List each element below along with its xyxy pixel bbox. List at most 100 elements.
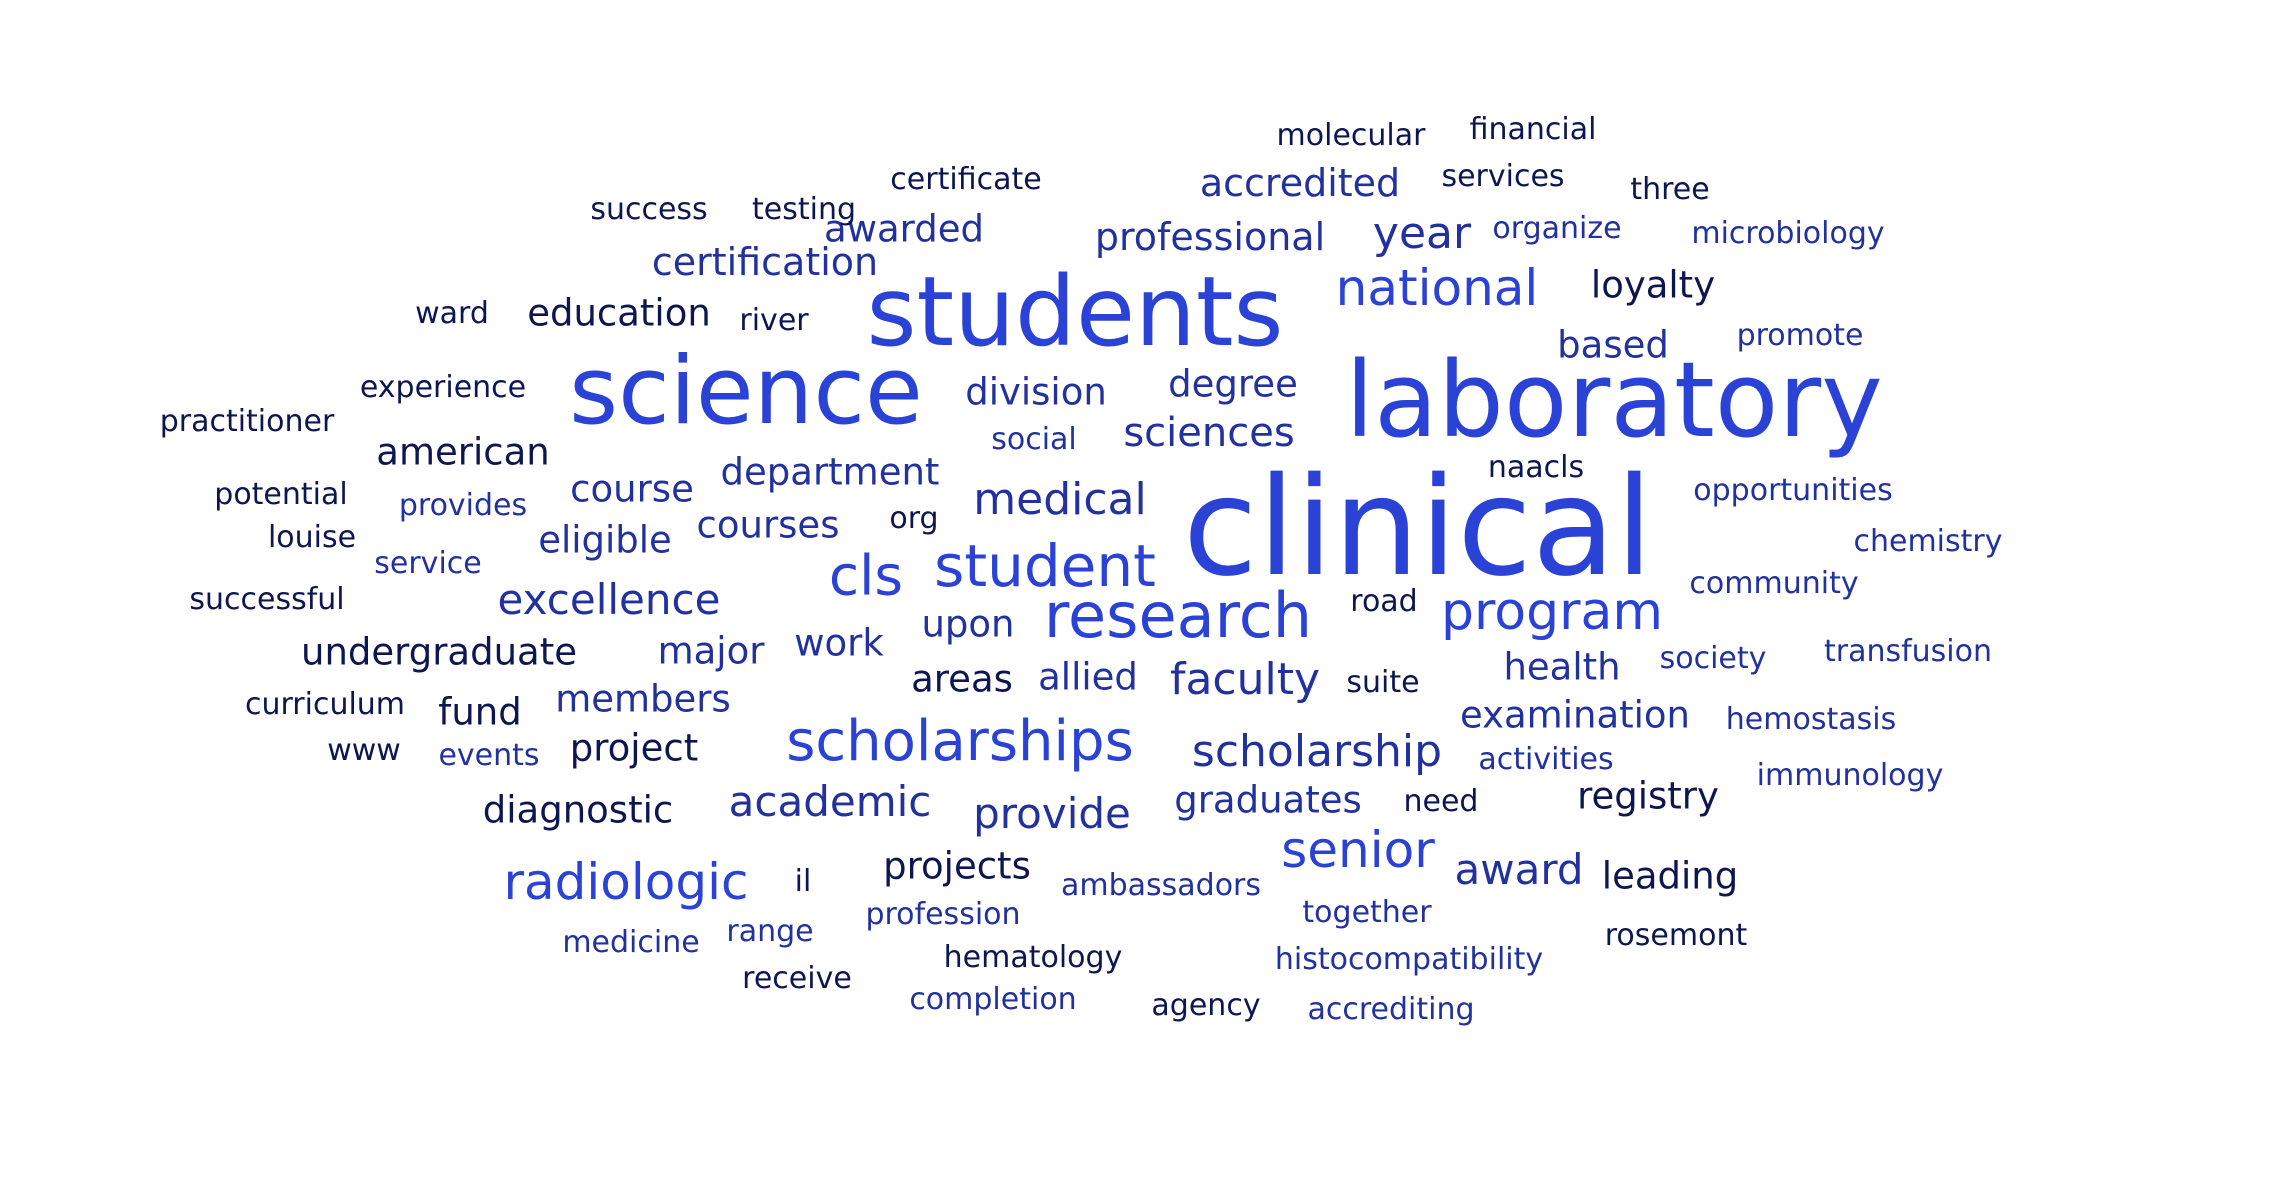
word-curriculum: curriculum	[244, 687, 406, 722]
word-events: events	[438, 738, 540, 773]
word-ward: ward	[415, 296, 489, 331]
word-science: science	[569, 337, 923, 446]
word-certificate: certificate	[890, 162, 1042, 197]
word-allied: allied	[1038, 655, 1138, 699]
word-range: range	[726, 914, 814, 949]
word-course: course	[570, 467, 694, 511]
word-histocompatibility: histocompatibility	[1274, 942, 1544, 977]
word-american: american	[376, 430, 550, 474]
word-hematology: hematology	[943, 940, 1123, 975]
word-radiologic: radiologic	[503, 853, 749, 911]
word-successful: successful	[189, 582, 345, 617]
word-community: community	[1689, 566, 1859, 601]
word-health: health	[1503, 645, 1621, 689]
word-education: education	[527, 291, 711, 335]
word-upon: upon	[921, 602, 1015, 646]
word-laboratory: laboratory	[1345, 339, 1883, 461]
word-student: student	[934, 532, 1156, 600]
word-senior: senior	[1281, 821, 1435, 879]
word-river: river	[739, 303, 809, 338]
word-professional: professional	[1094, 215, 1326, 259]
word-louise: louise	[267, 520, 357, 555]
word-faculty: faculty	[1169, 654, 1321, 705]
word-areas: areas	[911, 657, 1013, 701]
word-academic: academic	[728, 777, 932, 826]
word-agency: agency	[1151, 988, 1261, 1023]
word-org: org	[889, 501, 939, 536]
word-eligible: eligible	[538, 518, 672, 562]
word-provide: provide	[973, 789, 1131, 838]
word-social: social	[991, 422, 1077, 457]
word-cls: cls	[828, 543, 904, 608]
word-provides: provides	[398, 488, 528, 523]
word-accredited: accredited	[1199, 161, 1401, 205]
word-ambassadors: ambassadors	[1060, 868, 1262, 903]
word-award: award	[1454, 845, 1584, 894]
word-microbiology: microbiology	[1691, 216, 1885, 251]
word-success: success	[590, 192, 708, 227]
word-department: department	[720, 450, 940, 494]
word-service: service	[374, 546, 482, 581]
word-hemostasis: hemostasis	[1725, 702, 1897, 737]
word-www: www	[327, 733, 401, 768]
word-financial: financial	[1469, 112, 1597, 147]
word-together: together	[1302, 895, 1432, 930]
word-national: national	[1335, 259, 1539, 317]
word-based: based	[1557, 323, 1669, 367]
word-organize: organize	[1492, 211, 1622, 246]
word-suite: suite	[1346, 665, 1420, 700]
word-scholarship: scholarship	[1191, 726, 1443, 777]
word-certification: certification	[651, 240, 879, 284]
word-accrediting: accrediting	[1307, 992, 1475, 1027]
word-society: society	[1659, 641, 1767, 676]
word-graduates: graduates	[1174, 778, 1362, 822]
word-research: research	[1043, 579, 1313, 652]
word-immunology: immunology	[1756, 758, 1944, 793]
word-il: il	[794, 864, 812, 899]
word-naacls: naacls	[1487, 450, 1585, 485]
word-molecular: molecular	[1276, 118, 1426, 153]
word-scholarships: scholarships	[786, 709, 1134, 774]
word-examination: examination	[1459, 693, 1691, 737]
word-undergraduate: undergraduate	[301, 630, 577, 674]
word-degree: degree	[1168, 362, 1298, 406]
word-completion: completion	[909, 982, 1077, 1017]
word-potential: potential	[214, 477, 348, 512]
word-practitioner: practitioner	[159, 404, 335, 439]
word-three: three	[1630, 172, 1710, 207]
word-promote: promote	[1736, 318, 1864, 353]
word-students: students	[866, 256, 1284, 368]
word-work: work	[794, 621, 884, 665]
word-services: services	[1441, 159, 1565, 194]
word-courses: courses	[696, 503, 840, 547]
word-clinical: clinical	[1182, 449, 1654, 607]
word-testing: testing	[751, 192, 857, 227]
word-transfusion: transfusion	[1823, 634, 1993, 669]
word-diagnostic: diagnostic	[482, 788, 674, 832]
word-activities: activities	[1478, 742, 1614, 777]
word-sciences: sciences	[1123, 410, 1295, 456]
word-members: members	[555, 677, 731, 721]
word-program: program	[1441, 582, 1663, 642]
word-leading: leading	[1601, 854, 1739, 898]
word-projects: projects	[883, 844, 1031, 888]
word-experience: experience	[359, 370, 527, 405]
word-registry: registry	[1577, 774, 1719, 818]
word-chemistry: chemistry	[1853, 524, 2003, 559]
word-need: need	[1403, 784, 1479, 819]
word-project: project	[569, 726, 699, 770]
word-loyalty: loyalty	[1590, 263, 1716, 307]
word-year: year	[1372, 208, 1472, 259]
word-medicine: medicine	[562, 925, 700, 960]
word-major: major	[657, 629, 765, 673]
word-profession: profession	[865, 897, 1021, 932]
word-medical: medical	[973, 474, 1147, 525]
word-awarded: awarded	[824, 207, 984, 251]
word-receive: receive	[742, 961, 852, 996]
word-excellence: excellence	[497, 575, 721, 624]
word-rosemont: rosemont	[1604, 918, 1748, 953]
word-division: division	[965, 370, 1107, 414]
word-opportunities: opportunities	[1693, 473, 1893, 508]
word-road: road	[1350, 584, 1418, 619]
